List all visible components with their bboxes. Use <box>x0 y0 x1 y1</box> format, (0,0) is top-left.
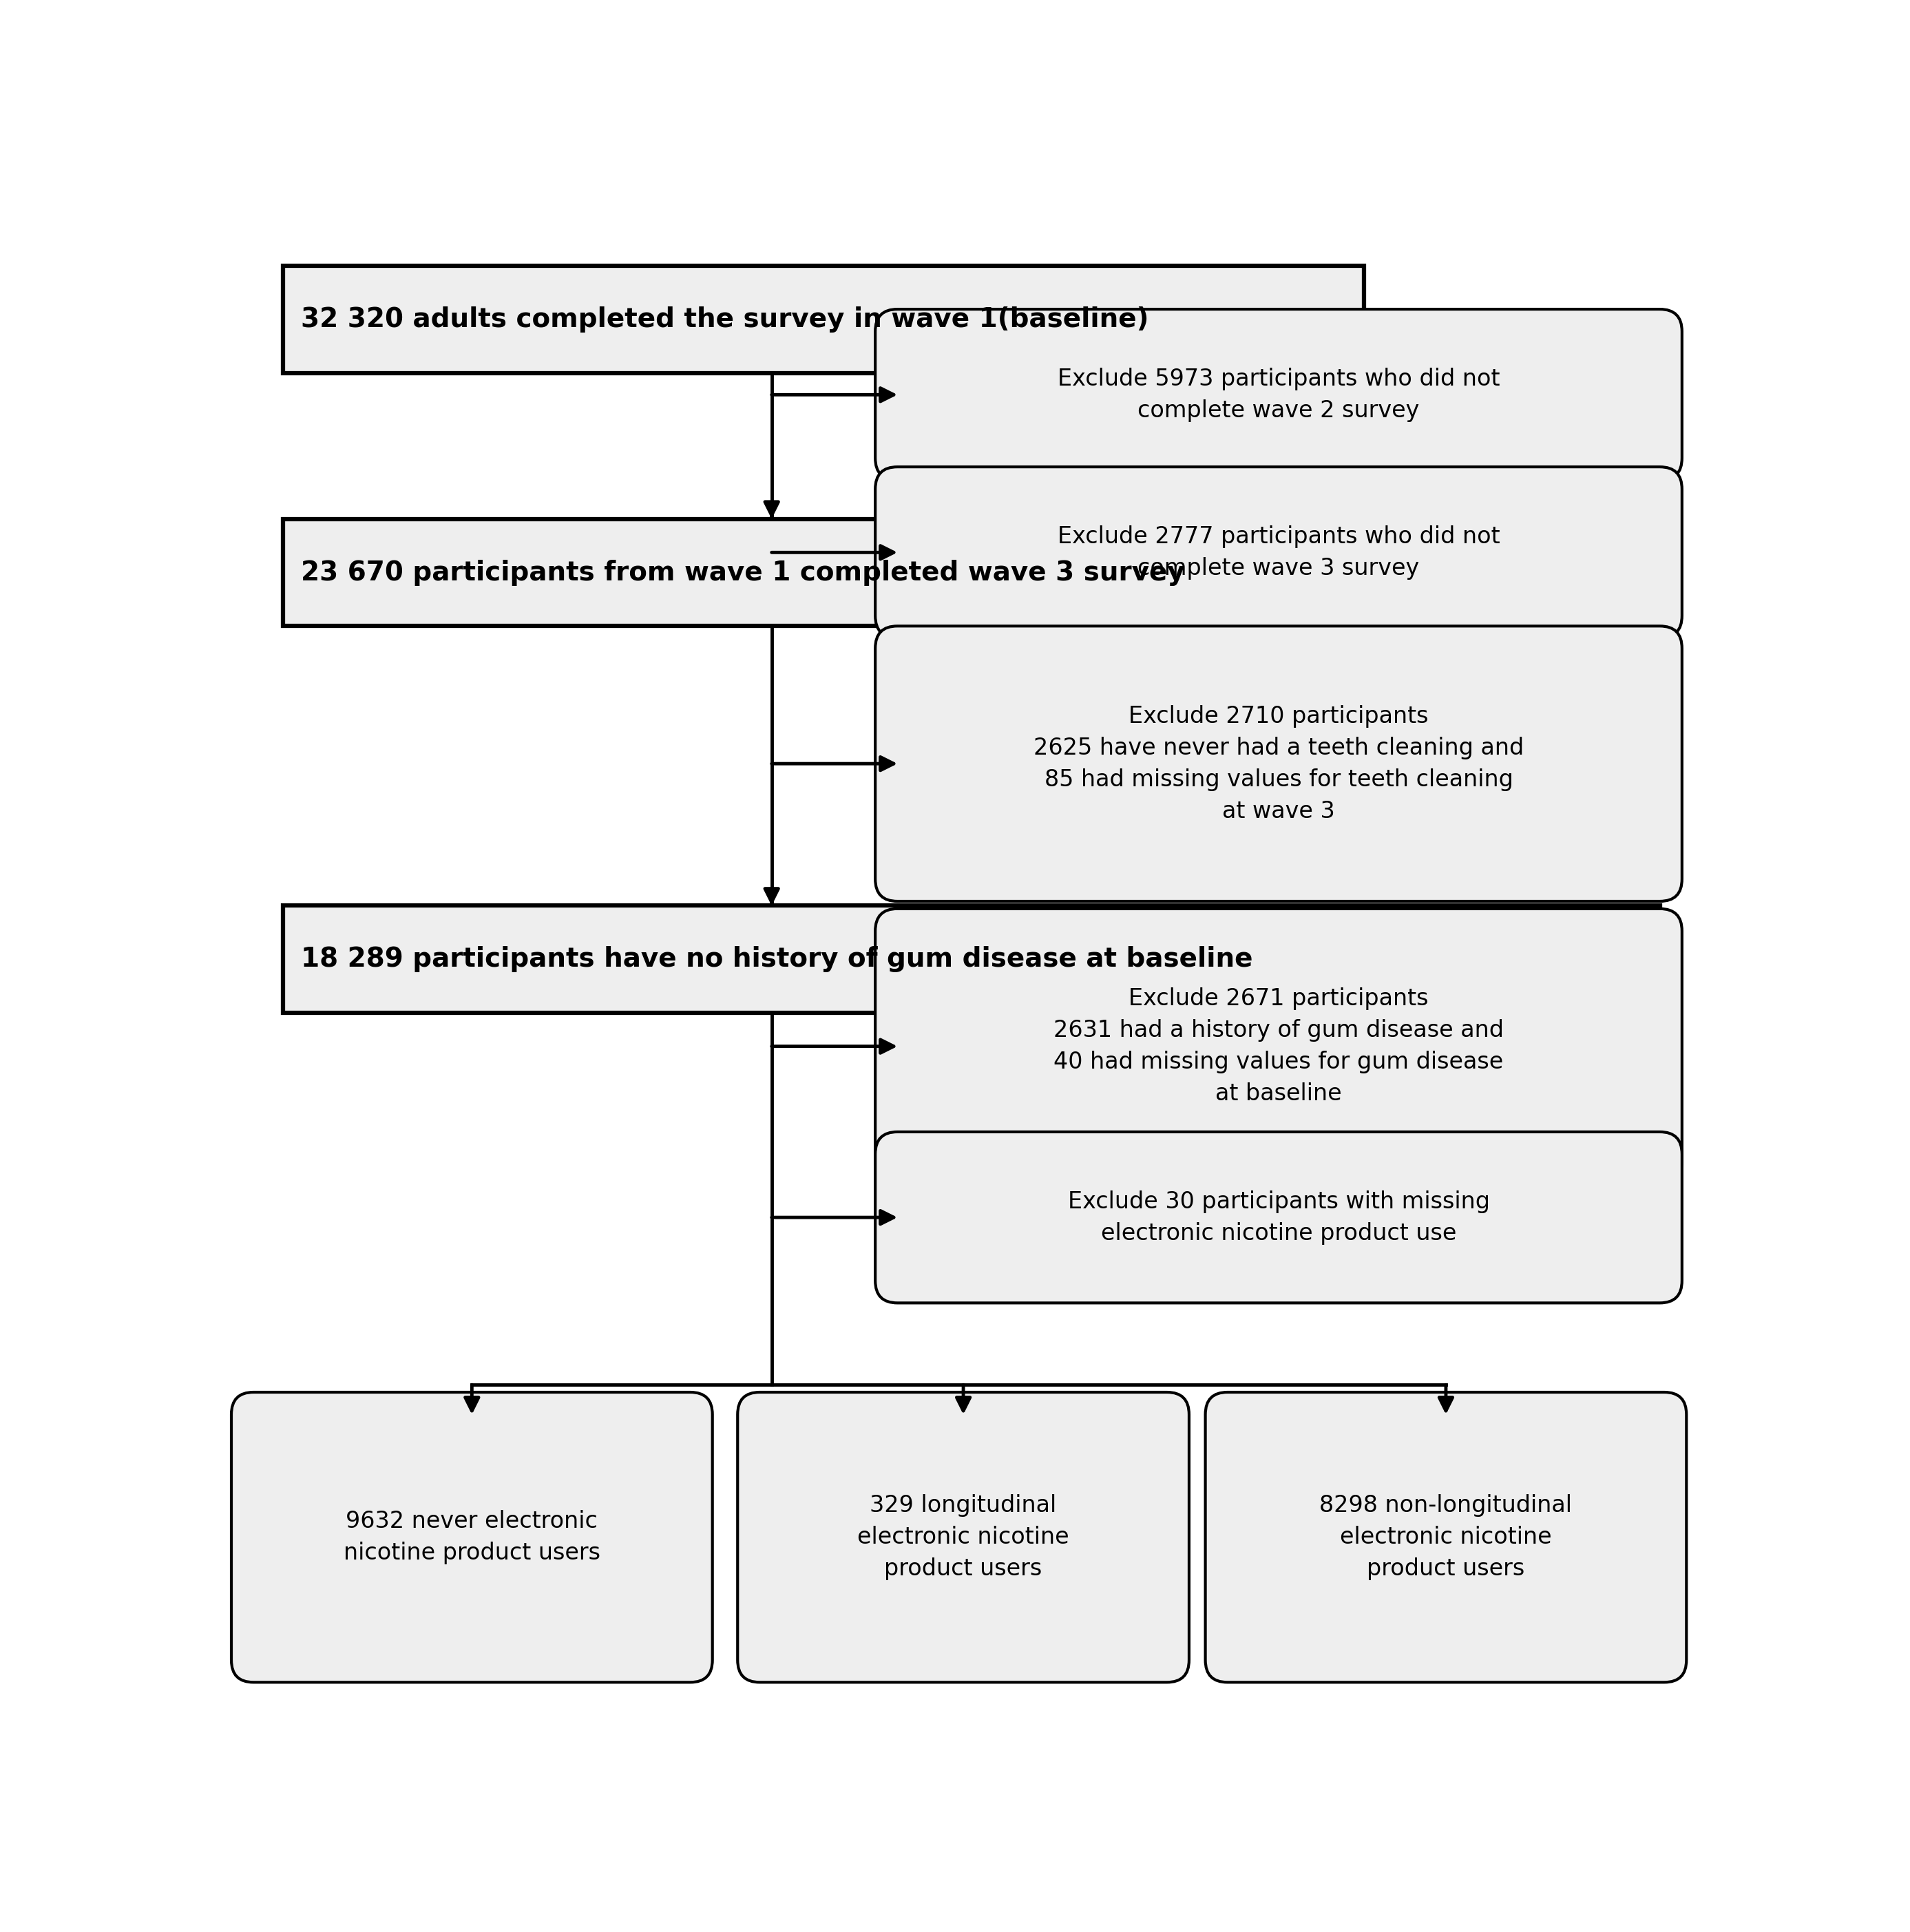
Text: 32 320 adults completed the survey in wave 1(baseline): 32 320 adults completed the survey in wa… <box>302 307 1148 332</box>
Text: Exclude 5973 participants who did not
complete wave 2 survey: Exclude 5973 participants who did not co… <box>1058 367 1499 421</box>
Text: Exclude 30 participants with missing
electronic nicotine product use: Exclude 30 participants with missing ele… <box>1068 1190 1490 1244</box>
Text: 8298 non-longitudinal
electronic nicotine
product users: 8298 non-longitudinal electronic nicotin… <box>1320 1493 1572 1580</box>
FancyBboxPatch shape <box>231 1393 712 1683</box>
Text: Exclude 2777 participants who did not
complete wave 3 survey: Exclude 2777 participants who did not co… <box>1058 526 1499 580</box>
FancyBboxPatch shape <box>875 468 1683 638</box>
FancyBboxPatch shape <box>875 1132 1683 1302</box>
FancyBboxPatch shape <box>283 906 1660 1012</box>
Text: 18 289 participants have no history of gum disease at baseline: 18 289 participants have no history of g… <box>302 947 1253 972</box>
Text: 329 longitudinal
electronic nicotine
product users: 329 longitudinal electronic nicotine pro… <box>858 1493 1070 1580</box>
FancyBboxPatch shape <box>737 1393 1190 1683</box>
FancyBboxPatch shape <box>1205 1393 1687 1683</box>
FancyBboxPatch shape <box>283 267 1364 373</box>
FancyBboxPatch shape <box>875 626 1683 900</box>
Text: Exclude 2710 participants
2625 have never had a teeth cleaning and
85 had missin: Exclude 2710 participants 2625 have neve… <box>1033 705 1524 823</box>
FancyBboxPatch shape <box>875 908 1683 1184</box>
FancyBboxPatch shape <box>875 309 1683 481</box>
FancyBboxPatch shape <box>283 520 1660 626</box>
Text: 23 670 participants from wave 1 completed wave 3 survey: 23 670 participants from wave 1 complete… <box>302 560 1184 585</box>
Text: 9632 never electronic
nicotine product users: 9632 never electronic nicotine product u… <box>344 1511 600 1565</box>
Text: Exclude 2671 participants
2631 had a history of gum disease and
40 had missing v: Exclude 2671 participants 2631 had a his… <box>1054 987 1503 1105</box>
